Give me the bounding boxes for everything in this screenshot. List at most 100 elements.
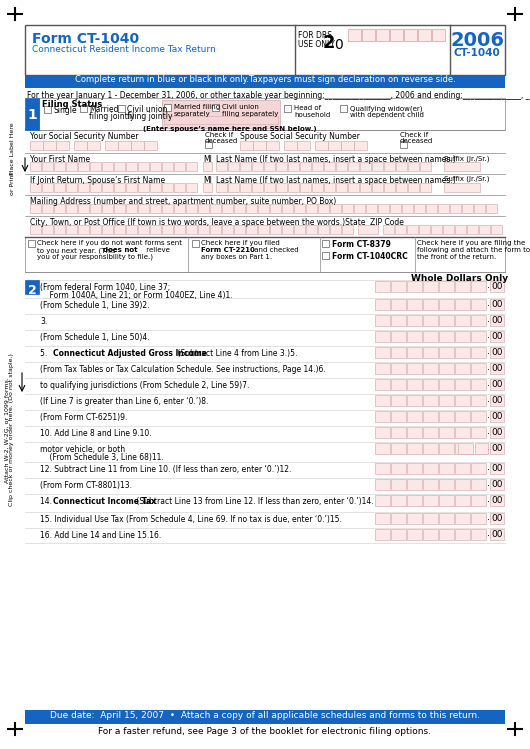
Bar xyxy=(455,395,470,406)
Bar xyxy=(391,495,406,506)
Bar xyxy=(471,443,486,454)
Text: any boxes on Part 1.: any boxes on Part 1. xyxy=(201,254,272,260)
Bar xyxy=(384,162,395,171)
Bar xyxy=(438,204,449,213)
Text: (From Schedule 1, Line 50)4.: (From Schedule 1, Line 50)4. xyxy=(40,333,149,342)
Bar xyxy=(366,204,377,213)
Text: 00: 00 xyxy=(491,464,502,473)
Text: (From Tax Tables or Tax Calculation Schedule. See instructions, Page 14.)6.: (From Tax Tables or Tax Calculation Sche… xyxy=(40,365,326,374)
Bar xyxy=(240,162,251,171)
Bar xyxy=(25,710,505,724)
Text: MI: MI xyxy=(203,155,212,164)
Bar xyxy=(203,183,212,192)
Text: Qualifying widow(er): Qualifying widow(er) xyxy=(350,105,422,112)
Bar xyxy=(391,331,406,342)
Bar xyxy=(490,529,504,540)
Bar xyxy=(300,183,311,192)
Bar xyxy=(54,225,65,234)
Bar xyxy=(391,395,406,406)
Bar xyxy=(439,299,454,310)
Bar xyxy=(336,183,347,192)
Bar xyxy=(30,225,41,234)
Bar xyxy=(439,281,454,292)
Bar xyxy=(358,225,378,234)
Bar xyxy=(439,513,454,524)
Text: .: . xyxy=(487,346,490,356)
Bar xyxy=(407,513,422,524)
Bar xyxy=(455,529,470,540)
Bar xyxy=(330,204,341,213)
Bar xyxy=(391,411,406,422)
Bar xyxy=(174,183,185,192)
Text: filing jointly: filing jointly xyxy=(89,112,135,121)
Bar xyxy=(288,162,299,171)
Bar xyxy=(212,104,219,111)
Bar xyxy=(423,347,438,358)
Bar xyxy=(375,395,390,406)
Bar xyxy=(114,183,125,192)
Bar xyxy=(391,299,406,310)
Bar xyxy=(74,141,87,150)
Bar xyxy=(490,443,504,454)
Text: (Subtract Line 13 from Line 12. If less than zero, enter ‘0.’)14.: (Subtract Line 13 from Line 12. If less … xyxy=(134,497,374,506)
Bar xyxy=(391,315,406,326)
Text: 00: 00 xyxy=(491,496,502,505)
Bar xyxy=(240,183,251,192)
Bar xyxy=(408,162,419,171)
Bar xyxy=(234,204,245,213)
Text: 00: 00 xyxy=(491,364,502,373)
Bar xyxy=(423,495,438,506)
Text: Due date:  April 15, 2007  •  Attach a copy of all applicable schedules and form: Due date: April 15, 2007 • Attach a copy… xyxy=(50,711,480,720)
Text: Attach W-2, W-2G, or 1099 forms.: Attach W-2, W-2G, or 1099 forms. xyxy=(4,377,10,483)
Bar xyxy=(322,252,329,259)
Bar xyxy=(423,513,438,524)
Bar xyxy=(455,411,470,422)
Text: Place Label Here: Place Label Here xyxy=(11,122,15,175)
Text: or Print: or Print xyxy=(11,172,15,195)
Text: 1: 1 xyxy=(27,108,37,122)
Bar xyxy=(490,299,504,310)
Text: to qualifying jurisdictions (From Schedule 2, Line 59)7.: to qualifying jurisdictions (From Schedu… xyxy=(40,381,250,390)
Bar xyxy=(407,427,422,438)
Bar xyxy=(375,479,390,490)
Bar xyxy=(490,379,504,390)
Bar xyxy=(432,29,445,41)
Bar xyxy=(150,225,161,234)
Bar xyxy=(252,162,263,171)
Bar xyxy=(322,240,329,247)
Bar xyxy=(341,141,354,150)
Bar xyxy=(439,331,454,342)
Bar xyxy=(284,141,297,150)
Bar xyxy=(444,162,480,171)
Bar xyxy=(312,162,323,171)
Text: Connecticut Income Tax: Connecticut Income Tax xyxy=(53,497,156,506)
Text: does not: does not xyxy=(103,247,138,253)
Bar xyxy=(164,116,278,124)
Bar xyxy=(439,363,454,374)
Bar xyxy=(423,463,438,474)
Bar xyxy=(102,204,113,213)
Text: City, Town, or Post Office (If town is two words, leave a space between the word: City, Town, or Post Office (If town is t… xyxy=(30,218,366,227)
Bar xyxy=(54,162,65,171)
Bar xyxy=(455,479,470,490)
Bar xyxy=(420,162,431,171)
Bar xyxy=(439,427,454,438)
Bar xyxy=(423,299,438,310)
Bar xyxy=(78,183,89,192)
Bar xyxy=(282,225,293,234)
Bar xyxy=(375,443,390,454)
Bar xyxy=(471,529,486,540)
Bar xyxy=(423,395,438,406)
Text: Check here if you are filing the: Check here if you are filing the xyxy=(417,240,525,246)
Bar xyxy=(360,183,371,192)
Bar xyxy=(375,281,390,292)
Text: filing separately: filing separately xyxy=(222,111,278,117)
Bar xyxy=(90,162,101,171)
Bar xyxy=(205,141,212,148)
Bar xyxy=(444,183,480,192)
Text: Form CT-8379: Form CT-8379 xyxy=(332,240,391,249)
Bar xyxy=(490,427,504,438)
Bar xyxy=(126,225,137,234)
Bar xyxy=(426,204,437,213)
Text: CT-1040: CT-1040 xyxy=(454,48,500,58)
